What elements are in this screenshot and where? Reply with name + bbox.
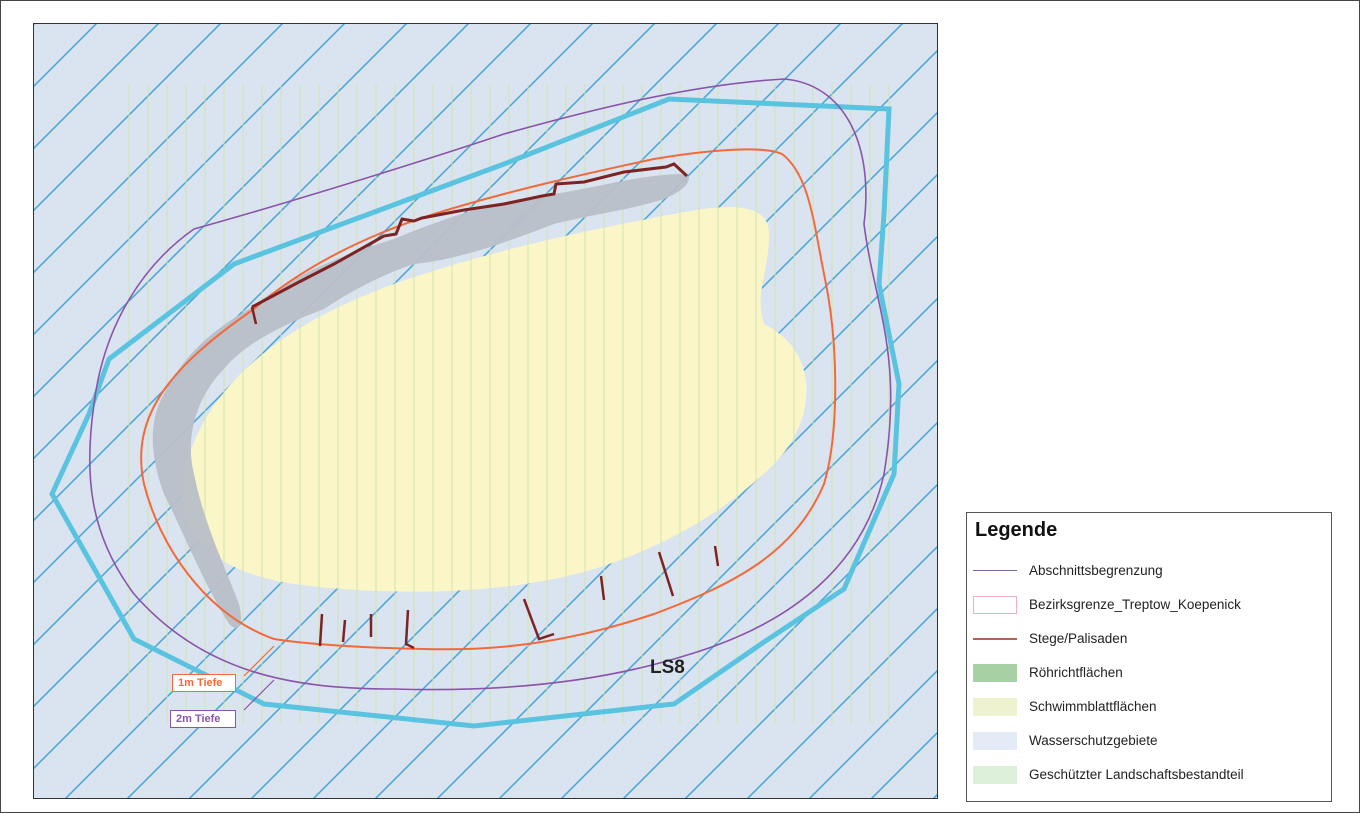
legend-fill-swatch (973, 664, 1017, 682)
palisade-1 (318, 613, 324, 647)
water-protection-hatch-line (34, 24, 346, 336)
water-protection-hatch-line (34, 24, 470, 460)
depth-2m-contour (88, 78, 892, 691)
palisade-5 (522, 598, 555, 641)
map-canvas: 1m Tiefe 2m Tiefe LS8 (33, 23, 938, 799)
legend-item-label: Bezirksgrenze_Treptow_Koepenick (1029, 597, 1241, 612)
water-protection-hatch-line (808, 669, 937, 798)
legend-outline-swatch (973, 596, 1017, 614)
legend-item-roehricht: Röhrichtflächen (973, 662, 1327, 684)
palisade-7 (657, 551, 675, 597)
district-boundary-outline (49, 96, 902, 729)
legend-fill-swatch (973, 732, 1017, 750)
legend-item-label: Geschützter Landschaftsbestandteil (1029, 767, 1244, 782)
legend-item-stege: Stege/Palisaden (973, 628, 1327, 650)
water-protection-hatch-line (34, 24, 222, 212)
legend-fill-swatch (973, 698, 1017, 716)
legend-item-landschaftsbestandteil: Geschützter Landschaftsbestandteil (973, 764, 1327, 786)
legend-item-schwimmblatt: Schwimmblattflächen (973, 696, 1327, 718)
water-protection-hatch-line (746, 607, 937, 798)
legend-title: Legende (975, 519, 1058, 541)
palisade-8 (713, 545, 720, 567)
palisade-6 (599, 575, 606, 601)
legend-item-label: Stege/Palisaden (1029, 631, 1128, 646)
legend-item-label: Röhrichtflächen (1029, 665, 1123, 680)
legend-fill-swatch (973, 766, 1017, 784)
legend-box: Legende Abschnittsbegrenzung Bezirksgren… (966, 512, 1332, 802)
legend-item-bezirksgrenze: Bezirksgrenze_Treptow_Koepenick (973, 594, 1327, 616)
label-leader-2m (243, 679, 275, 711)
depth-1m-contour (140, 148, 837, 651)
water-protection-hatch-line (34, 24, 284, 274)
water-protection-hatch-line (560, 421, 937, 798)
legend-line-swatch (973, 570, 1017, 571)
legend-item-wasserschutz: Wasserschutzgebiete (973, 730, 1327, 752)
legend-item-label: Abschnittsbegrenzung (1029, 563, 1163, 578)
legend-line-swatch (973, 638, 1017, 640)
label-leader-1m (243, 645, 275, 677)
protected-landscape-stripes (128, 84, 890, 724)
map-svg (34, 24, 937, 798)
water-protection-hatch-line (34, 24, 160, 150)
water-protection-hatch-line (684, 545, 937, 798)
palisade-2 (341, 619, 347, 643)
jetty-north-palisade (251, 162, 689, 309)
depth-2m-label: 2m Tiefe (170, 710, 236, 728)
water-protection-hatch-line (34, 24, 408, 398)
section-label: LS8 (650, 657, 685, 678)
legend-item-label: Schwimmblattflächen (1029, 699, 1157, 714)
water-protection-hatch-line (498, 359, 937, 798)
jetty-stub (250, 306, 258, 325)
palisade-4 (404, 609, 415, 650)
water-protection-hatch-line (622, 483, 937, 798)
water-protection-hatch-line (436, 297, 937, 798)
depth-1m-label: 1m Tiefe (172, 674, 236, 692)
legend-item-label: Wasserschutzgebiete (1029, 733, 1158, 748)
legend-item-abschnittsbegrenzung: Abschnittsbegrenzung (973, 560, 1327, 582)
